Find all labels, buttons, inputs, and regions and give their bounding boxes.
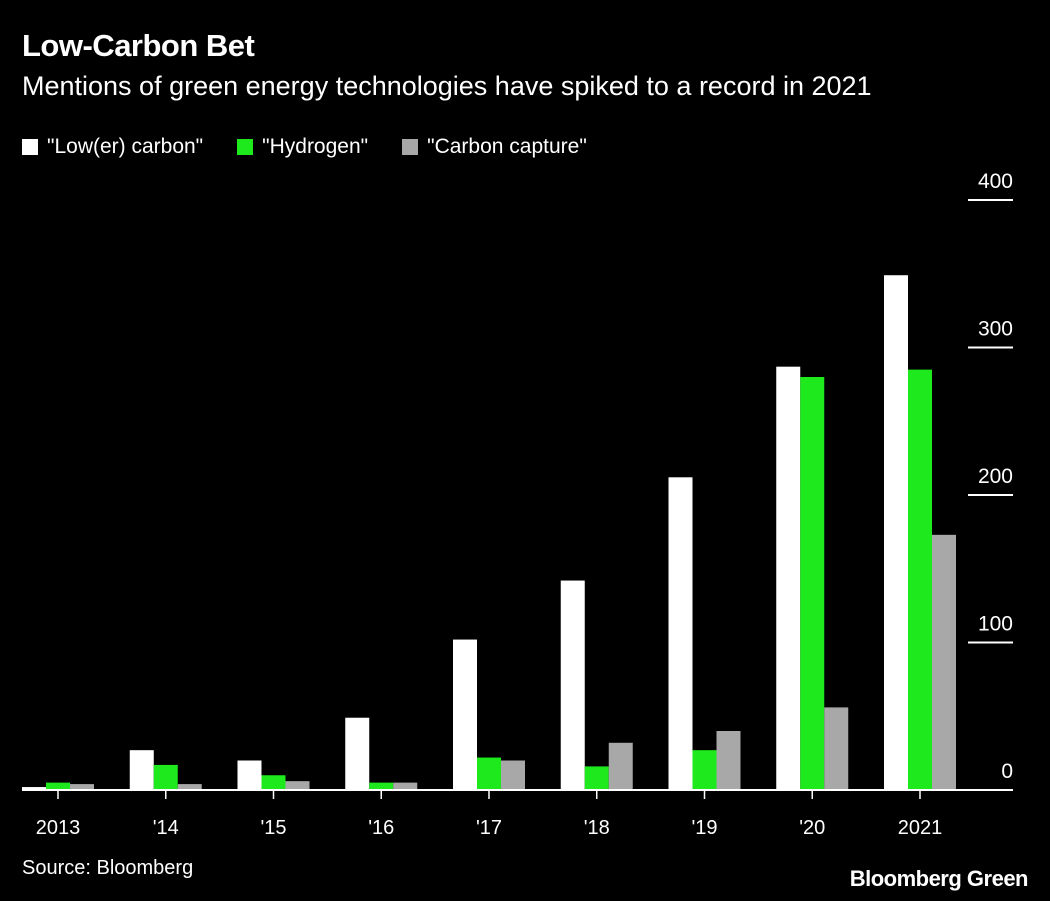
bar [584, 766, 609, 790]
bar [345, 717, 370, 790]
bar [932, 534, 956, 790]
bar [668, 477, 693, 790]
x-tick-label: 2013 [36, 817, 81, 839]
bar [692, 750, 717, 790]
bar [824, 707, 849, 790]
bar [501, 760, 525, 790]
legend-swatch [402, 139, 419, 155]
bar [70, 784, 94, 790]
bar [393, 782, 418, 790]
x-tick-label: '20 [799, 817, 825, 839]
bar [237, 760, 262, 790]
bar [177, 784, 202, 790]
legend-label: "Carbon capture" [427, 135, 587, 158]
legend: "Low(er) carbon" "Hydrogen" "Carbon capt… [22, 135, 587, 159]
brand-logo: Bloomberg Green [849, 866, 1029, 891]
bar [153, 764, 178, 790]
bar [884, 275, 908, 791]
legend-swatch [237, 139, 254, 155]
bar [776, 366, 801, 790]
bar [453, 639, 477, 790]
bar [716, 731, 741, 790]
bar [369, 782, 394, 790]
legend-item-hydrogen: "Hydrogen" [237, 135, 368, 159]
legend-label: "Hydrogen" [262, 135, 369, 158]
bar [477, 757, 501, 790]
y-tick-label: 0 [1001, 760, 1013, 783]
y-tick-label: 100 [978, 613, 1013, 636]
chart-subtitle: Mentions of green energy technologies ha… [22, 71, 872, 101]
x-tick-label: '19 [691, 817, 717, 839]
bar [285, 781, 310, 790]
legend-swatch [22, 139, 38, 155]
source-note: Source: Bloomberg [22, 857, 194, 879]
bar [129, 750, 154, 790]
y-tick-label: 400 [978, 170, 1013, 193]
chart-title: Low-Carbon Bet [22, 28, 255, 63]
bar [261, 775, 286, 790]
x-tick-label: '16 [368, 817, 394, 839]
x-tick-label: '17 [476, 817, 502, 839]
legend-label: "Low(er) carbon" [47, 135, 204, 158]
bar [22, 787, 46, 790]
legend-item-low-carbon: "Low(er) carbon" [22, 135, 203, 159]
bar [560, 580, 585, 790]
x-tick-label: '15 [260, 817, 286, 839]
y-tick-label: 300 [978, 318, 1013, 341]
bar [800, 377, 825, 790]
bar [908, 369, 932, 790]
x-tick-label: '14 [153, 817, 179, 839]
x-tick-label: '18 [584, 817, 610, 839]
bar [608, 742, 633, 790]
x-tick-label: 2021 [898, 817, 943, 839]
legend-item-carbon-capture: "Carbon capture" [402, 135, 587, 159]
bar [46, 782, 70, 790]
y-tick-label: 200 [978, 465, 1013, 488]
